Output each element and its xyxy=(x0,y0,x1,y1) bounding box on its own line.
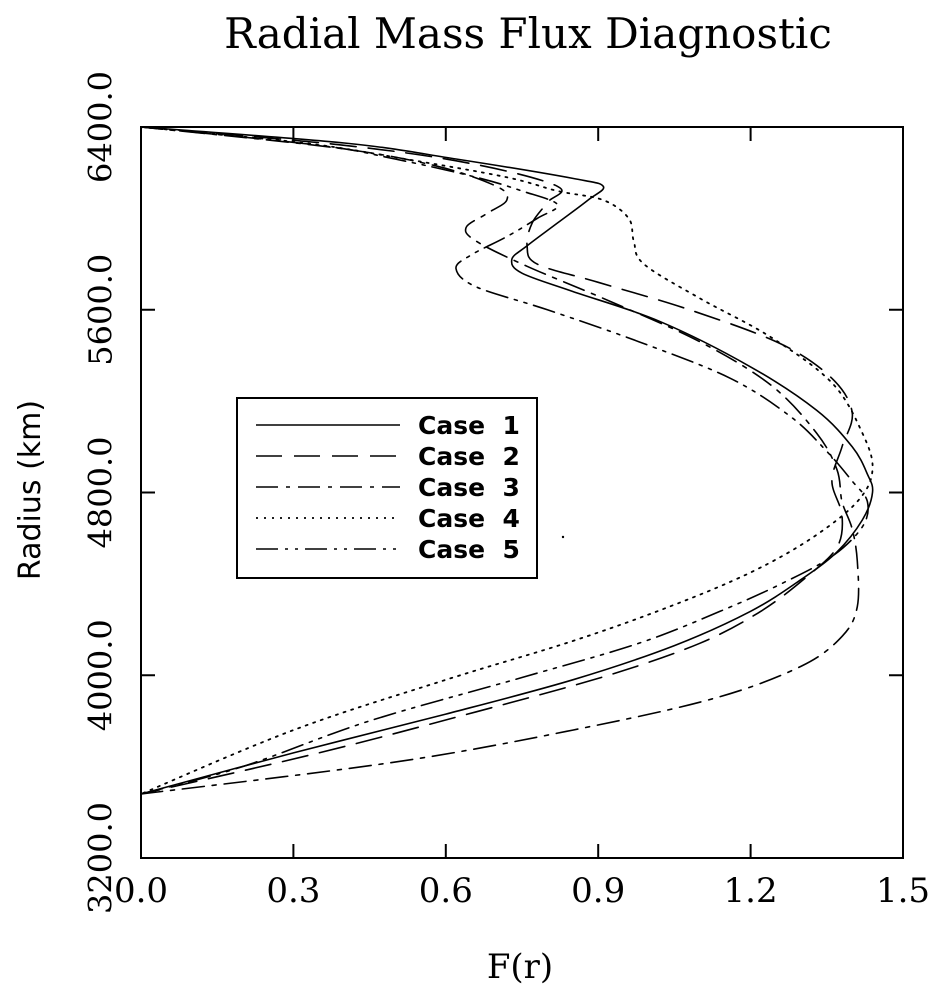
x-axis-tick-labels: 0.0 0.3 0.6 0.9 1.2 1.5 xyxy=(114,871,930,911)
series-lines xyxy=(140,126,874,795)
y-axis-label: Radius (km) xyxy=(13,400,48,580)
y-tick-label: 5600.0 xyxy=(82,254,120,366)
y-axis-ticks xyxy=(141,308,903,677)
series-line-case-1 xyxy=(140,126,874,795)
chart-title: Radial Mass Flux Diagnostic xyxy=(224,9,832,58)
x-axis-label: F(r) xyxy=(487,947,553,987)
legend-label-case-4: Case 4 xyxy=(418,504,520,533)
legend-label-case-5: Case 5 xyxy=(418,535,520,564)
y-tick-label: 4000.0 xyxy=(82,619,120,731)
legend-label-case-2: Case 2 xyxy=(418,442,520,471)
legend-label-case-3: Case 3 xyxy=(418,473,520,502)
y-tick-label: 4800.0 xyxy=(82,437,120,549)
legend-box xyxy=(236,397,538,579)
x-tick-label: 0.3 xyxy=(266,871,320,911)
series-line-case-3 xyxy=(140,126,860,795)
series-line-case-5 xyxy=(140,126,869,795)
stray-dot xyxy=(561,535,565,539)
y-tick-label: 3200.0 xyxy=(82,802,120,914)
series-line-case-2 xyxy=(140,126,854,795)
y-tick-label: 6400.0 xyxy=(82,71,120,183)
x-tick-label: 0.6 xyxy=(419,871,473,911)
legend-label-case-1: Case 1 xyxy=(418,411,520,440)
x-tick-label: 0.9 xyxy=(571,871,625,911)
series-line-case-4 xyxy=(140,126,874,795)
x-tick-label: 1.2 xyxy=(724,871,778,911)
x-tick-label: 0.0 xyxy=(114,871,168,911)
y-axis-tick-labels: 3200.0 4000.0 4800.0 5600.0 6400.0 xyxy=(82,71,120,914)
x-tick-label: 1.5 xyxy=(876,871,930,911)
